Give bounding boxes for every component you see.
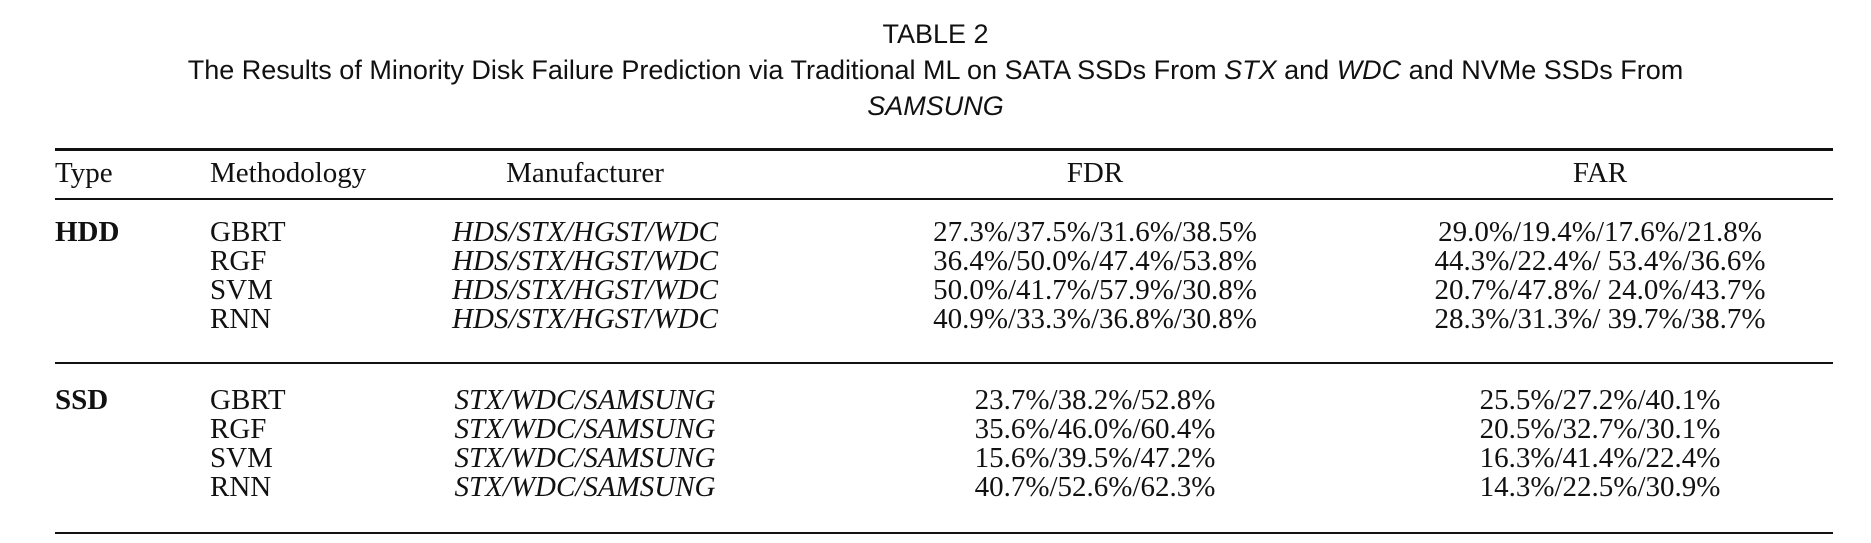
header-far: FAR xyxy=(1572,157,1628,189)
row-manufacturer: HDS/STX/HGST/WDC xyxy=(452,303,718,335)
header-rule xyxy=(55,198,1833,200)
title-part: WDC xyxy=(1336,55,1402,85)
row-methodology: SVM xyxy=(210,274,273,306)
row-methodology: RGF xyxy=(210,245,267,277)
header-type: Type xyxy=(55,157,113,189)
group-separator-rule xyxy=(55,362,1833,364)
table-title: The Results of Minority Disk Failure Pre… xyxy=(0,52,1871,88)
row-manufacturer: STX/WDC/SAMSUNG xyxy=(454,442,716,474)
table-label: TABLE 2 xyxy=(882,19,989,49)
row-fdr: 15.6%/39.5%/47.2% xyxy=(974,442,1216,474)
row-fdr: 35.6%/46.0%/60.4% xyxy=(974,413,1216,445)
row-manufacturer: HDS/STX/HGST/WDC xyxy=(452,216,718,248)
row-far: 20.5%/32.7%/30.1% xyxy=(1479,413,1721,445)
row-type: HDD xyxy=(55,216,120,248)
row-methodology: RGF xyxy=(210,413,267,445)
row-far: 28.3%/31.3%/ 39.7%/38.7% xyxy=(1434,303,1766,335)
row-far: 44.3%/22.4%/ 53.4%/36.6% xyxy=(1434,245,1766,277)
row-methodology: SVM xyxy=(210,442,273,474)
bottom-rule xyxy=(55,532,1833,534)
row-manufacturer: HDS/STX/HGST/WDC xyxy=(452,274,718,306)
top-rule xyxy=(55,148,1833,151)
title-part: STX xyxy=(1224,55,1277,85)
row-methodology: GBRT xyxy=(210,216,286,248)
header-fdr: FDR xyxy=(1066,157,1124,189)
header-manufacturer: Manufacturer xyxy=(506,157,664,189)
row-methodology: RNN xyxy=(210,303,272,335)
row-fdr: 50.0%/41.7%/57.9%/30.8% xyxy=(933,274,1257,306)
row-manufacturer: STX/WDC/SAMSUNG xyxy=(454,471,716,503)
row-far: 20.7%/47.8%/ 24.0%/43.7% xyxy=(1434,274,1766,306)
row-fdr: 36.4%/50.0%/47.4%/53.8% xyxy=(933,245,1257,277)
row-methodology: RNN xyxy=(210,471,272,503)
row-manufacturer: STX/WDC/SAMSUNG xyxy=(454,384,716,416)
row-fdr: 40.9%/33.3%/36.8%/30.8% xyxy=(933,303,1257,335)
row-methodology: GBRT xyxy=(210,384,286,416)
title-part: and NVMe SSDs From xyxy=(1401,55,1684,85)
title-part: and xyxy=(1276,55,1337,85)
title-part: The Results of Minority Disk Failure Pre… xyxy=(187,55,1225,85)
title-part: SAMSUNG xyxy=(867,91,1004,121)
row-manufacturer: STX/WDC/SAMSUNG xyxy=(454,413,716,445)
row-fdr: 27.3%/37.5%/31.6%/38.5% xyxy=(933,216,1257,248)
row-far: 29.0%/19.4%/17.6%/21.8% xyxy=(1438,216,1762,248)
table-title-continued: SAMSUNG xyxy=(0,88,1871,124)
row-manufacturer: HDS/STX/HGST/WDC xyxy=(452,245,718,277)
row-far: 16.3%/41.4%/22.4% xyxy=(1479,442,1721,474)
header-methodology: Methodology xyxy=(210,157,367,189)
row-far: 25.5%/27.2%/40.1% xyxy=(1479,384,1721,416)
row-type: SSD xyxy=(55,384,109,416)
row-far: 14.3%/22.5%/30.9% xyxy=(1479,471,1721,503)
row-fdr: 23.7%/38.2%/52.8% xyxy=(974,384,1216,416)
row-fdr: 40.7%/52.6%/62.3% xyxy=(974,471,1216,503)
